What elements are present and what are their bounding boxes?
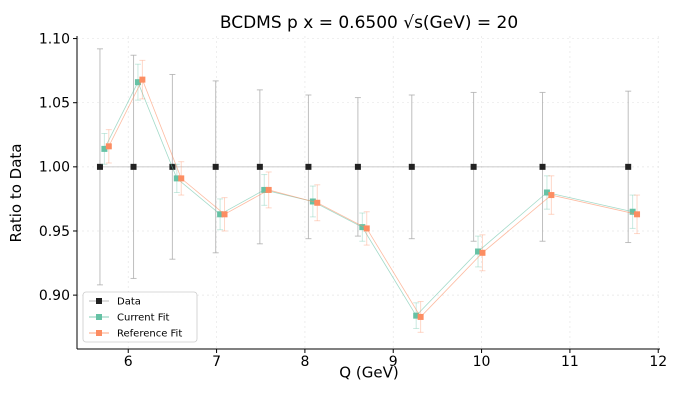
y-tick-label: 1.00 <box>39 160 70 176</box>
data-point <box>96 163 103 170</box>
data-point <box>359 224 366 231</box>
data-point <box>314 199 321 206</box>
data-point <box>173 175 180 182</box>
y-tick-label: 1.10 <box>39 31 70 47</box>
series-line <box>104 81 633 317</box>
data-point <box>130 163 137 170</box>
axes <box>76 36 660 350</box>
data-point <box>139 76 146 83</box>
legend-item: Data <box>89 297 141 308</box>
legend-marker <box>96 330 102 336</box>
y-tick-label: 0.95 <box>39 224 70 240</box>
data-point <box>470 163 477 170</box>
x-axis-label: Q (GeV) <box>339 364 398 382</box>
legend-box <box>82 291 198 343</box>
data-point <box>475 248 482 255</box>
x-tick-label: 12 <box>649 354 667 370</box>
legend-label: Reference Fit <box>117 329 182 340</box>
data-point <box>212 163 219 170</box>
data-point <box>134 79 141 86</box>
chart-title: BCDMS p x = 0.6500 √s(GeV) = 20 <box>220 13 518 33</box>
data-point <box>221 211 228 218</box>
data-point <box>413 312 420 319</box>
data-point <box>101 145 108 152</box>
y-tick-label: 1.05 <box>39 96 70 112</box>
x-tick-label: 11 <box>561 354 579 370</box>
x-tick-label: 7 <box>212 354 221 370</box>
data-point <box>105 143 112 150</box>
series-line <box>108 78 638 318</box>
data-point <box>629 208 636 215</box>
legend-item: Reference Fit <box>89 329 182 340</box>
x-tick-label: 9 <box>389 354 398 370</box>
data-point <box>625 163 632 170</box>
data-point <box>548 192 555 199</box>
data-point <box>408 163 415 170</box>
x-tick-label: 8 <box>300 354 309 370</box>
x-tick-label: 10 <box>473 354 491 370</box>
legend-marker <box>96 298 102 304</box>
y-tick-label: 0.90 <box>39 288 70 304</box>
y-axis-label: Ratio to Data <box>7 144 25 243</box>
data-point <box>265 186 272 193</box>
data-point <box>354 163 361 170</box>
data-point <box>539 163 546 170</box>
legend-marker <box>96 314 102 320</box>
series-data <box>96 48 632 286</box>
data-point <box>217 211 224 218</box>
data-point <box>261 186 268 193</box>
data-point <box>634 211 641 218</box>
data-point <box>305 163 312 170</box>
legend: Data Current Fit Reference Fit <box>82 291 198 343</box>
series-reference-fit <box>105 59 641 333</box>
data-point <box>178 175 185 182</box>
data-point <box>363 225 370 232</box>
data-point <box>543 189 550 196</box>
data-point <box>417 313 424 320</box>
plot-area <box>96 48 641 333</box>
data-point <box>256 163 263 170</box>
x-tick-label: 6 <box>124 354 133 370</box>
legend-item: Current Fit <box>89 313 170 324</box>
ticks: 6 7 8 9 10 11 12 0.90 0.95 1.00 1.05 1.10 <box>39 31 667 369</box>
data-point <box>479 249 486 256</box>
legend-label: Current Fit <box>117 313 170 324</box>
legend-label: Data <box>117 297 141 308</box>
